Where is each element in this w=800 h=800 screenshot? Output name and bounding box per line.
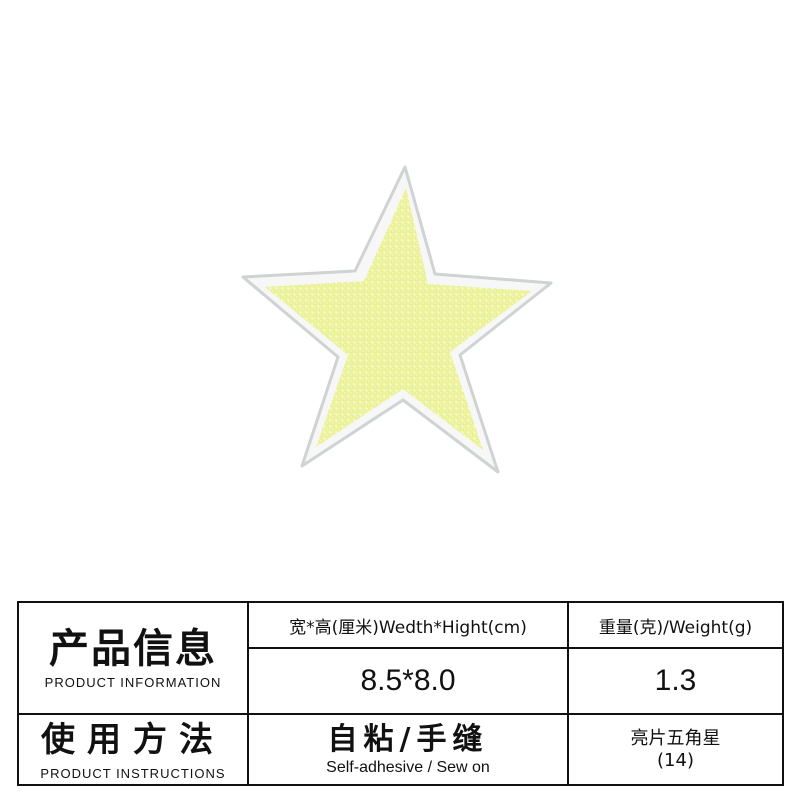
- weight-header-cell: 重量(克)/Weight(g): [569, 603, 782, 647]
- product-info-label: 产品信息 PRODUCT INFORMATION: [19, 603, 247, 713]
- style-name: 亮片五角星: [630, 727, 721, 749]
- weight-value: 1.3: [654, 664, 697, 697]
- method-en: Self-adhesive / Sew on: [326, 758, 490, 776]
- star-patch-image: [241, 165, 553, 474]
- style-cell: 亮片五角星 (14): [569, 715, 782, 784]
- size-value-cell: 8.5*8.0: [249, 649, 567, 713]
- info-title-cn: 产品信息: [49, 625, 217, 672]
- method-cell: 自粘/手缝 Self-adhesive / Sew on: [249, 715, 567, 784]
- weight-value-cell: 1.3: [569, 649, 782, 713]
- style-number: (14): [657, 749, 694, 771]
- size-value: 8.5*8.0: [360, 664, 456, 697]
- method-cn: 自粘/手缝: [327, 721, 489, 757]
- instr-title-cn: 使用方法: [41, 720, 225, 760]
- instr-title-en: PRODUCT INSTRUCTIONS: [40, 766, 226, 781]
- star-sequin-fill: [265, 188, 532, 450]
- product-photo: [241, 165, 553, 474]
- size-header: 宽*高(厘米)Wedth*Hight(cm): [289, 617, 527, 638]
- info-title-en: PRODUCT INFORMATION: [44, 674, 222, 690]
- weight-header: 重量(克)/Weight(g): [598, 617, 753, 638]
- product-instructions-label: 使用方法 PRODUCT INSTRUCTIONS: [19, 715, 247, 784]
- size-header-cell: 宽*高(厘米)Wedth*Hight(cm): [249, 603, 567, 647]
- product-info-table: 产品信息 PRODUCT INFORMATION 宽*高(厘米)Wedth*Hi…: [17, 601, 784, 786]
